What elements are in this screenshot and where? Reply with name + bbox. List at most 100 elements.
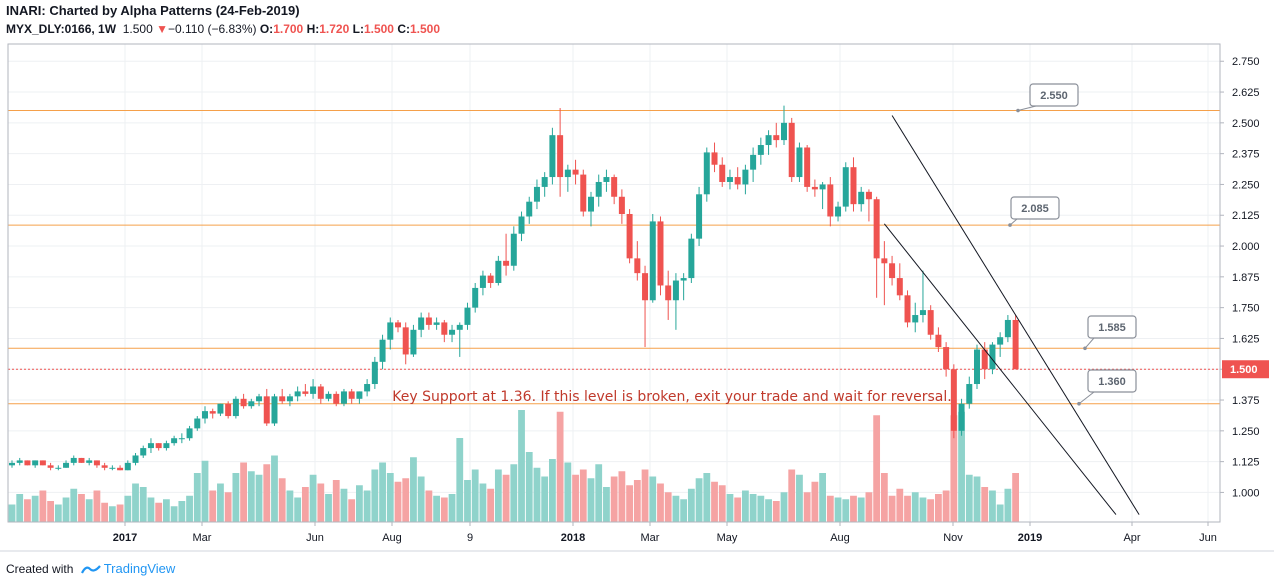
candle-body[interactable] [140, 448, 147, 456]
candle-body[interactable] [294, 391, 301, 397]
candle-body[interactable] [310, 386, 317, 394]
candle-body[interactable] [572, 169, 579, 175]
channel-trendline[interactable] [883, 223, 1117, 515]
candle-body[interactable] [209, 411, 216, 414]
candle-body[interactable] [503, 260, 510, 266]
candle-body[interactable] [410, 329, 417, 355]
candle-body[interactable] [1004, 319, 1011, 338]
level-callout[interactable]: 1.585 [1083, 315, 1137, 351]
candle-body[interactable] [333, 393, 340, 404]
candle-body[interactable] [364, 384, 371, 392]
candle-body[interactable] [750, 154, 757, 170]
candle-body[interactable] [93, 460, 100, 466]
candle-body[interactable] [78, 457, 85, 463]
candle-body[interactable] [472, 287, 479, 308]
candle-body[interactable] [564, 169, 571, 178]
candle-body[interactable] [989, 344, 996, 370]
candle-body[interactable] [757, 145, 764, 155]
candle-body[interactable] [726, 177, 733, 182]
candle-body[interactable] [580, 174, 587, 212]
candle-body[interactable] [163, 443, 170, 449]
candle-body[interactable] [649, 221, 656, 301]
candle-body[interactable] [935, 334, 942, 348]
candle-body[interactable] [418, 317, 425, 330]
candle-body[interactable] [912, 315, 919, 323]
candle-body[interactable] [371, 361, 378, 385]
candle-body[interactable] [588, 196, 594, 212]
candle-body[interactable] [479, 275, 486, 288]
candle-body[interactable] [765, 135, 772, 146]
candle-body[interactable] [340, 391, 347, 404]
candle-body[interactable] [39, 460, 46, 466]
candle-body[interactable] [263, 396, 270, 424]
candle-body[interactable] [881, 258, 888, 264]
channel-trendline[interactable] [891, 115, 1140, 515]
candle-body[interactable] [997, 337, 1004, 345]
time-axis[interactable]: 2017 Mar Jun Aug 9 2018 Mar May Aug Nov 2019 Apr Jun [113, 522, 1217, 544]
candle-body[interactable] [796, 147, 803, 178]
candle-body[interactable] [711, 152, 718, 165]
candle-body[interactable] [719, 164, 726, 182]
candle-body[interactable] [541, 177, 548, 187]
candle-body[interactable] [603, 177, 610, 182]
candle-body[interactable] [950, 369, 957, 431]
candle-body[interactable] [449, 329, 456, 335]
candle-body[interactable] [286, 396, 293, 402]
candle-body[interactable] [117, 467, 124, 471]
candle-body[interactable] [487, 275, 494, 283]
candle-body[interactable] [896, 278, 903, 296]
level-callout[interactable]: 2.550 [1016, 83, 1079, 113]
candle-body[interactable] [16, 460, 23, 463]
candle-body[interactable] [1012, 319, 1019, 370]
candle-body[interactable] [781, 122, 787, 141]
candle-body[interactable] [271, 396, 278, 424]
candle-body[interactable] [788, 122, 795, 178]
candle-body[interactable] [348, 391, 355, 399]
level-callout[interactable]: 1.360 [1077, 369, 1137, 406]
candle-body[interactable] [634, 258, 641, 274]
candle-body[interactable] [595, 181, 602, 197]
candle-body[interactable] [611, 177, 618, 197]
candle-body[interactable] [773, 135, 780, 141]
candle-body[interactable] [155, 443, 162, 449]
candle-body[interactable] [927, 310, 934, 335]
candle-body[interactable] [618, 196, 625, 215]
candle-body[interactable] [240, 398, 247, 407]
candle-body[interactable] [86, 460, 93, 463]
candle-body[interactable] [217, 403, 224, 414]
candle-body[interactable] [665, 285, 672, 301]
candle-body[interactable] [974, 349, 980, 385]
candle-body[interactable] [865, 191, 872, 200]
candle-body[interactable] [827, 184, 834, 217]
candle-body[interactable] [943, 347, 950, 370]
candle-body[interactable] [256, 396, 263, 402]
candle-body[interactable] [302, 391, 309, 394]
candle-body[interactable] [919, 310, 926, 316]
candle-body[interactable] [518, 216, 525, 234]
level-callout[interactable]: 2.085 [1008, 196, 1060, 227]
candle-body[interactable] [672, 280, 679, 301]
candle-body[interactable] [526, 201, 533, 217]
candle-body[interactable] [696, 194, 703, 239]
candle-body[interactable] [132, 455, 139, 463]
candle-body[interactable] [703, 152, 710, 195]
footer-brand[interactable]: TradingView [103, 561, 176, 576]
candle-body[interactable] [147, 443, 154, 449]
candle-body[interactable] [742, 169, 749, 185]
candle-body[interactable] [402, 327, 409, 355]
candle-body[interactable] [202, 411, 208, 419]
candle-body[interactable] [24, 460, 31, 466]
candle-body[interactable] [47, 465, 54, 468]
candle-body[interactable] [325, 393, 332, 399]
candle-body[interactable] [858, 191, 865, 205]
candle-body[interactable] [981, 349, 988, 370]
candle-body[interactable] [804, 147, 811, 187]
candle-body[interactable] [657, 221, 664, 286]
candle-body[interactable] [819, 184, 826, 190]
candle-body[interactable] [178, 438, 185, 440]
candle-body[interactable] [171, 438, 178, 444]
candle-body[interactable] [101, 465, 108, 468]
candle-body[interactable] [557, 135, 564, 178]
candle-body[interactable] [109, 467, 116, 469]
